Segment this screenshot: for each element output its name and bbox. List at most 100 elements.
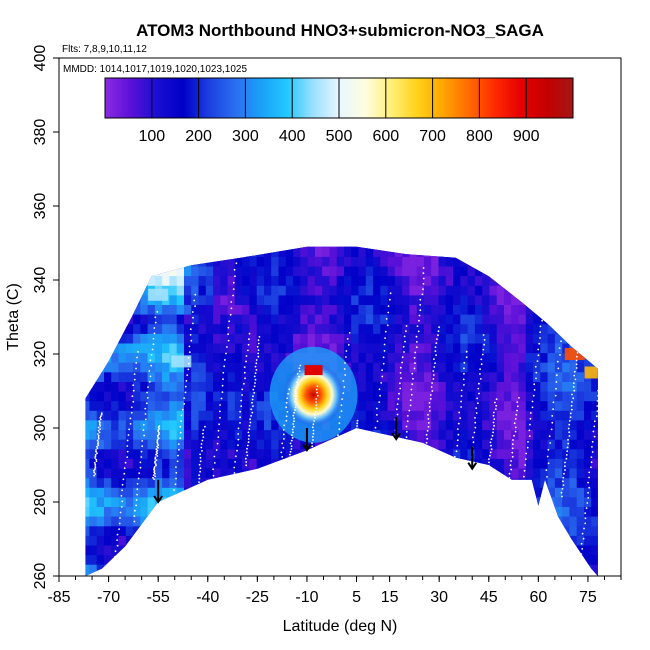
data-cell (576, 400, 585, 411)
flight-track-point (551, 421, 554, 424)
flight-track-point (405, 430, 408, 433)
data-cell (576, 477, 585, 488)
data-cell (554, 410, 563, 421)
flight-track-point (276, 492, 279, 494)
data-cell (285, 246, 294, 248)
data-cell (198, 573, 207, 576)
data-cell (300, 323, 309, 334)
flight-track-point (546, 476, 548, 478)
data-cell (249, 323, 258, 334)
data-cell (220, 554, 229, 565)
data-cell (162, 275, 170, 286)
data-cell (424, 314, 432, 325)
data-cell (453, 487, 461, 498)
data-cell (184, 381, 192, 392)
data-cell (525, 246, 534, 248)
flight-track-point (352, 457, 354, 460)
data-cell (496, 410, 505, 421)
data-cell (562, 554, 571, 565)
data-cell (234, 544, 243, 556)
data-cell (599, 535, 607, 545)
data-cell (569, 371, 578, 382)
data-cell (445, 246, 454, 257)
data-cell (445, 535, 454, 546)
data-cell (511, 333, 520, 344)
flight-track-point (388, 481, 391, 484)
data-cell (489, 391, 498, 402)
flight-track-point (561, 326, 564, 329)
data-cell (424, 458, 432, 469)
data-cell (591, 544, 598, 556)
flight-track-point (591, 446, 593, 448)
flight-track-point (458, 411, 461, 414)
data-cell (511, 400, 520, 411)
data-cell (293, 544, 301, 556)
data-cell (504, 333, 512, 344)
data-cell (591, 342, 598, 354)
flight-track-point (539, 325, 542, 328)
data-cell (431, 371, 440, 382)
data-cell (453, 468, 461, 479)
data-cell (329, 506, 338, 517)
data-cell (285, 535, 294, 546)
data-cell (96, 419, 105, 431)
flight-track-point (577, 348, 579, 350)
data-cell (220, 314, 229, 325)
data-cell (438, 487, 447, 498)
flight-track-point (121, 483, 124, 486)
flight-track-point (308, 470, 310, 473)
data-cell (504, 314, 512, 325)
data-cell (191, 564, 200, 575)
data-cell (576, 381, 585, 392)
data-cell (242, 333, 250, 344)
data-cell (562, 458, 571, 469)
data-cell (431, 525, 440, 536)
data-cell (329, 525, 338, 536)
data-cell (387, 535, 396, 546)
data-cell (591, 458, 598, 469)
data-cell (431, 400, 440, 411)
data-cell (533, 323, 541, 334)
flight-track-point (353, 438, 355, 441)
data-cell (540, 352, 549, 363)
flight-track-point (354, 435, 357, 438)
flight-track-point (586, 502, 589, 504)
data-cell (584, 285, 592, 296)
data-cell (184, 496, 192, 507)
flight-track-point (313, 420, 315, 422)
data-cell (271, 314, 280, 325)
data-cell (599, 430, 607, 440)
flight-track-point (114, 555, 116, 558)
data-cell (416, 429, 425, 440)
flight-track-point (510, 468, 512, 471)
data-cell (125, 487, 134, 498)
flight-track-point (506, 489, 509, 492)
data-cell (133, 294, 141, 305)
flight-track-point (516, 401, 519, 403)
data-cell (206, 228, 214, 238)
data-cell (365, 544, 374, 556)
data-cell (133, 256, 141, 267)
colorbar-tick-label: 900 (513, 128, 540, 145)
data-cell (198, 333, 207, 344)
data-cell (322, 246, 330, 257)
flight-track-point (153, 327, 156, 329)
flight-track-point (152, 337, 155, 340)
data-cell (409, 391, 418, 402)
flight-track-point (252, 395, 254, 398)
flight-track-point (132, 400, 135, 403)
data-cell (198, 371, 207, 382)
data-cell (256, 487, 265, 498)
data-cell (85, 535, 90, 546)
data-cell (438, 323, 447, 334)
data-cell (496, 381, 505, 392)
data-cell (293, 477, 301, 488)
data-cell (467, 554, 476, 565)
data-cell (140, 391, 149, 402)
flight-track-point (389, 292, 392, 295)
data-cell (511, 410, 520, 421)
data-cell (104, 573, 112, 576)
data-cell (336, 285, 345, 296)
data-cell (453, 516, 461, 527)
data-cell (351, 496, 360, 507)
